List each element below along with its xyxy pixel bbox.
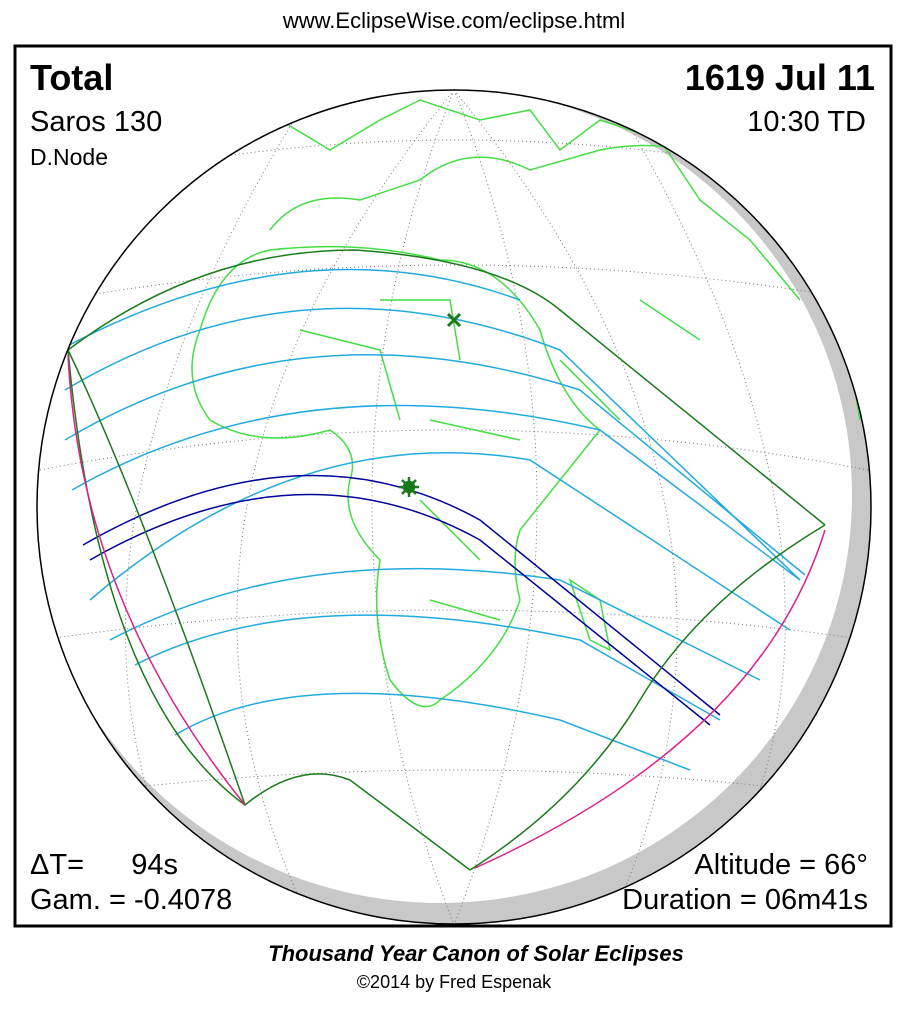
duration: Duration = 06m41s [622,884,868,916]
eclipse-type: Total [30,57,113,98]
delta-t-value: 94s [131,849,178,881]
altitude: Altitude = 66° [694,849,868,881]
time: 10:30 TD [747,106,866,138]
delta-t-label: ΔT= [30,849,84,881]
url: www.EclipseWise.com/eclipse.html [282,8,625,33]
penumbra-limits [67,249,826,871]
globe [37,90,871,924]
globe-outline [36,89,872,925]
date: 1619 Jul 11 [685,57,875,98]
greatest-eclipse-x [446,312,462,328]
penumbra-lines [59,268,806,771]
graticule [39,90,869,924]
gamma: Gam. = -0.4078 [30,884,232,916]
greatest-duration-star [399,477,419,497]
saros: Saros 130 [30,106,162,138]
footer-title: Thousand Year Canon of Solar Eclipses [268,941,684,966]
node: D.Node [30,144,108,170]
footer-credit: ©2014 by Fred Espenak [357,972,552,992]
rise-set-curves [67,354,826,869]
central-path [82,474,721,726]
